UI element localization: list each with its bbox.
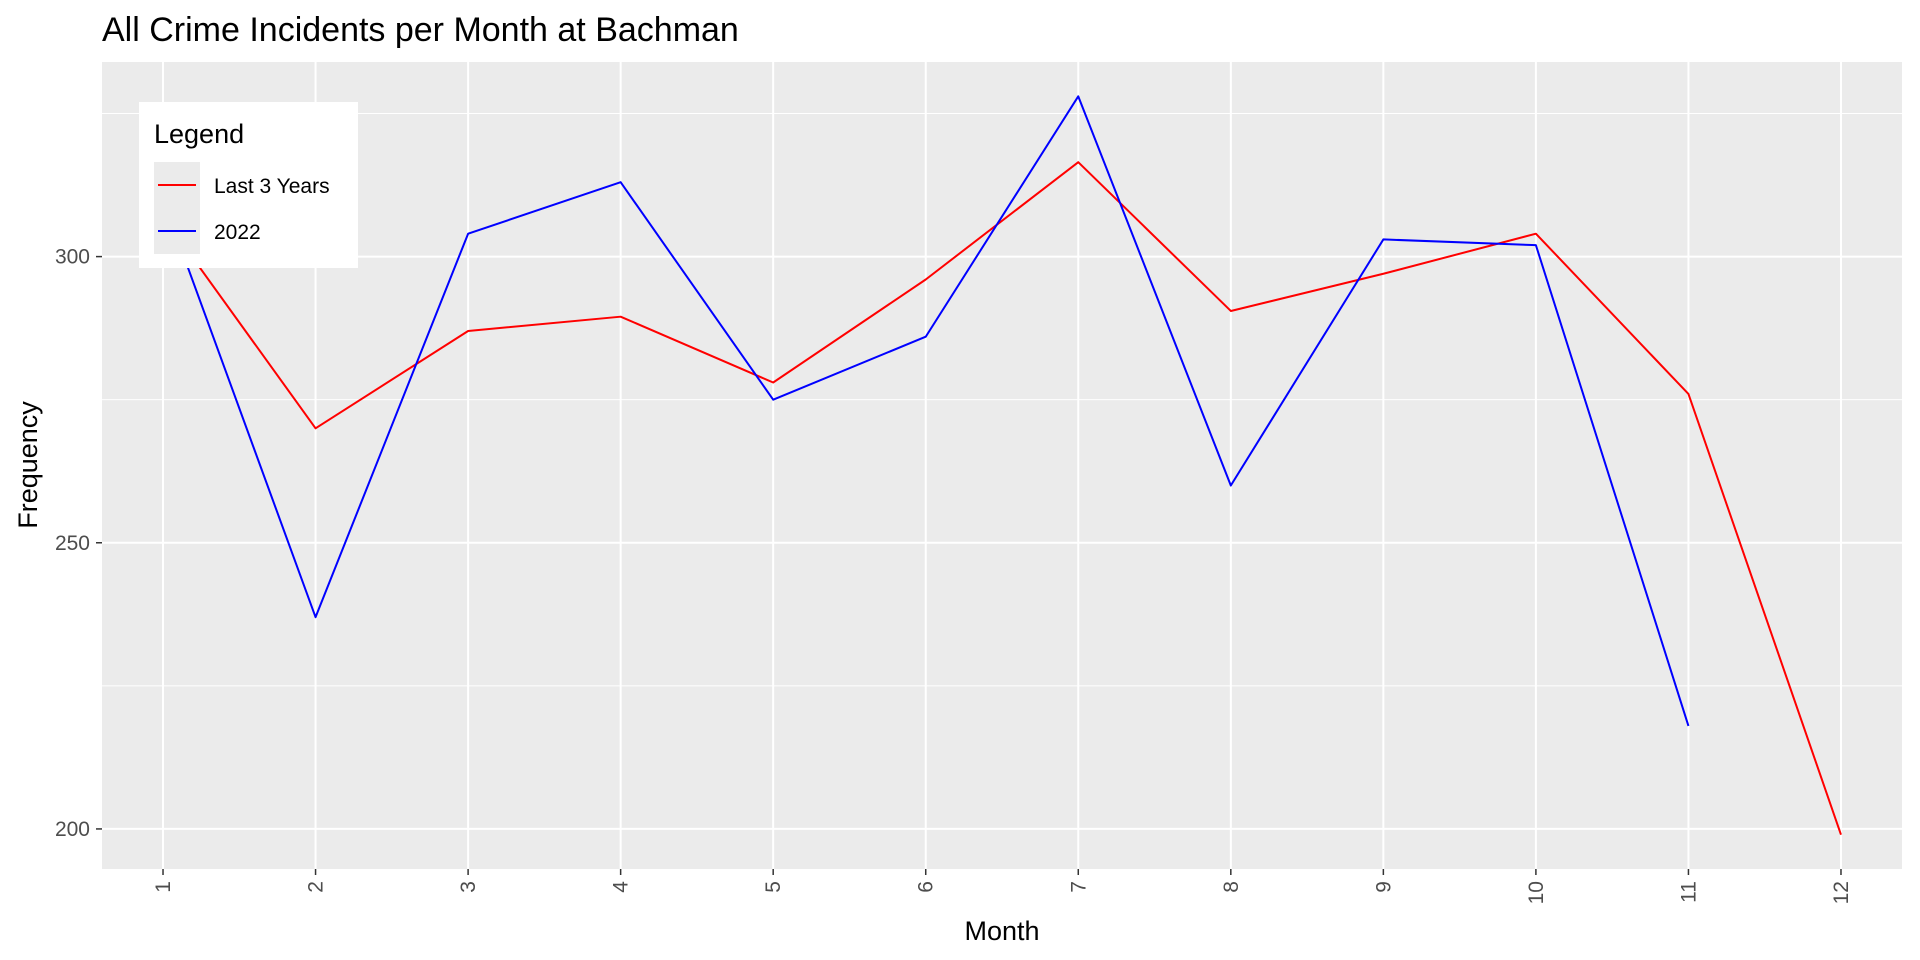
x-tick-label: 12 [1830,881,1853,904]
x-tick-label: 11 [1677,881,1700,903]
y-tick-label: 200 [55,818,90,841]
x-axis: 1 2 3 4 5 6 7 8 9 10 11 12 [152,869,1853,904]
series-line-1 [162,161,1842,835]
y-axis-title: Frequency [13,401,43,529]
x-tick-label: 4 [610,881,633,893]
x-tick-label: 3 [457,881,480,893]
x-tick-label: 8 [1220,881,1243,893]
legend: Legend Last 3 Years 2022 [139,102,358,268]
legend-title: Legend [154,119,244,149]
legend-items: Last 3 Years 2022 [154,162,330,254]
major-gridlines [102,62,1902,869]
y-tick-label: 300 [55,246,90,269]
x-axis-title: Month [964,916,1039,946]
x-tick-label: 10 [1525,881,1548,904]
x-tick-label: 7 [1067,881,1090,893]
x-tick-label: 9 [1372,881,1395,893]
y-axis: 200 250 300 [55,246,102,841]
series-lines [162,95,1842,835]
series-line-2 [162,95,1690,727]
x-tick-label: 1 [152,881,175,893]
x-tick-label: 2 [305,881,328,893]
y-tick-label: 250 [55,532,90,555]
legend-label: Last 3 Years [214,175,330,198]
x-tick-label: 5 [762,881,785,893]
plot-panel [102,62,1902,869]
x-tick-label: 6 [915,881,938,893]
legend-label: 2022 [214,221,261,244]
chart-title: All Crime Incidents per Month at Bachman [102,11,739,49]
